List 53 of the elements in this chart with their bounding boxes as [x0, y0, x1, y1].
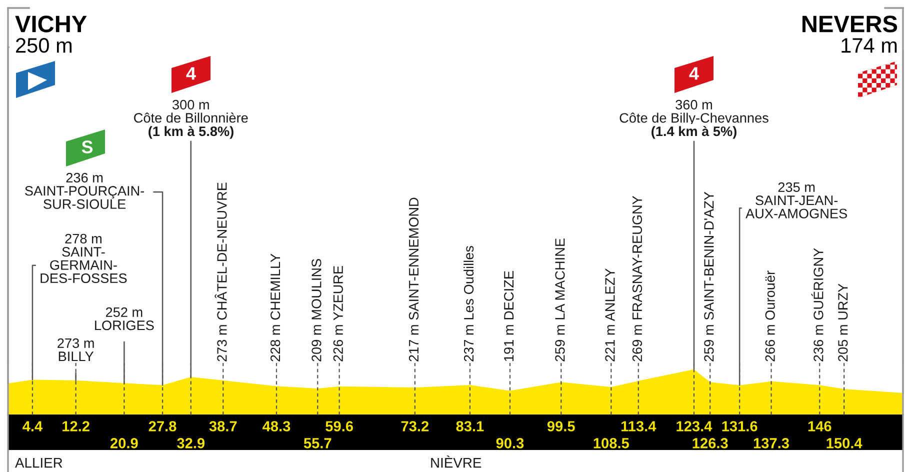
data-label: 205 m URZY	[838, 284, 848, 362]
x-tick-label: 38.7	[209, 421, 237, 432]
data-label: 217 m SAINT-ENNEMOND	[408, 198, 419, 362]
data-label: 269 m FRASNAY-REUGNY	[632, 196, 642, 362]
data-label: 266 m Ourouër	[765, 270, 775, 362]
data-label: 236 m GUÉRIGNY	[811, 248, 824, 362]
data-label: 273 m CHÂTEL-DE-NEUVRE	[214, 182, 227, 362]
data-label: 250 m	[16, 38, 72, 53]
x2-tick-label: 55.7	[304, 438, 332, 448]
data-label: 209 m MOULINS	[312, 259, 322, 362]
x-tick-label: 4.4	[22, 421, 43, 432]
x-tick-label: 59.6	[326, 421, 353, 432]
x-tick-label: 131.6	[722, 421, 758, 432]
text: ALLIER	[15, 458, 62, 468]
data-label: 273 m BILLY	[58, 338, 94, 362]
x-tick-label: 48.3	[262, 421, 290, 432]
x-tick-label: 146	[808, 421, 832, 432]
x2-tick-label: 108.5	[594, 438, 629, 448]
x-tick-label: 123.4	[676, 421, 712, 432]
x-tick-label: 99.5	[547, 421, 575, 432]
text: NEVERS	[802, 16, 898, 32]
data-label: 174 m	[842, 38, 897, 53]
x2-tick-label: 126.3	[692, 438, 728, 448]
data-label: 236 m SAINT-POURÇAIN- SUR-SIOULE	[25, 172, 144, 209]
data-label: 360 m Côte de Billy-Chevannes	[620, 100, 768, 126]
data-label: 259 m LA MACHINE	[555, 238, 565, 362]
x2-tick-label: 32.9	[177, 438, 205, 448]
text: VICHY	[15, 16, 87, 32]
x-tick-label: 73.2	[401, 421, 429, 432]
x2-tick-label: 137.3	[754, 438, 789, 448]
x-tick-label: 83.1	[456, 421, 484, 432]
data-label: 300 m Côte de Billonnière	[134, 100, 248, 123]
text: S	[82, 140, 93, 154]
x2-tick-label: 90.3	[496, 438, 524, 448]
data-label: 226 m YZEURE	[333, 266, 343, 362]
data-label: 252 m LORIGES	[95, 307, 154, 330]
text: 4	[186, 67, 196, 80]
x-tick-label: 113.4	[621, 421, 656, 432]
x2-tick-label: 150.4	[826, 438, 862, 448]
x-tick-label: 12.2	[62, 421, 90, 432]
data-label: 278 m SAINT- GERMAIN- DES-FOSSES	[40, 234, 127, 284]
data-label: 228 m CHEMILLY	[270, 254, 280, 362]
text: (1 km à 5.8%)	[148, 126, 234, 139]
data-label: 221 m ANLEZY	[605, 268, 615, 362]
x-tick-label: 27.8	[148, 421, 176, 432]
text: NIÈVRE	[431, 456, 482, 468]
data-label: 191 m DECIZE	[504, 271, 514, 361]
text: (1.4 km à 5%)	[652, 126, 736, 139]
data-label: 235 m SAINT-JEAN- AUX-AMOGNES	[746, 182, 847, 218]
text: 4	[689, 67, 699, 80]
data-label: 237 m Les Oudilles	[464, 246, 474, 362]
x2-tick-label: 20.9	[110, 438, 138, 448]
data-label: 259 m SAINT-BENIN-D'AZY	[704, 192, 714, 362]
